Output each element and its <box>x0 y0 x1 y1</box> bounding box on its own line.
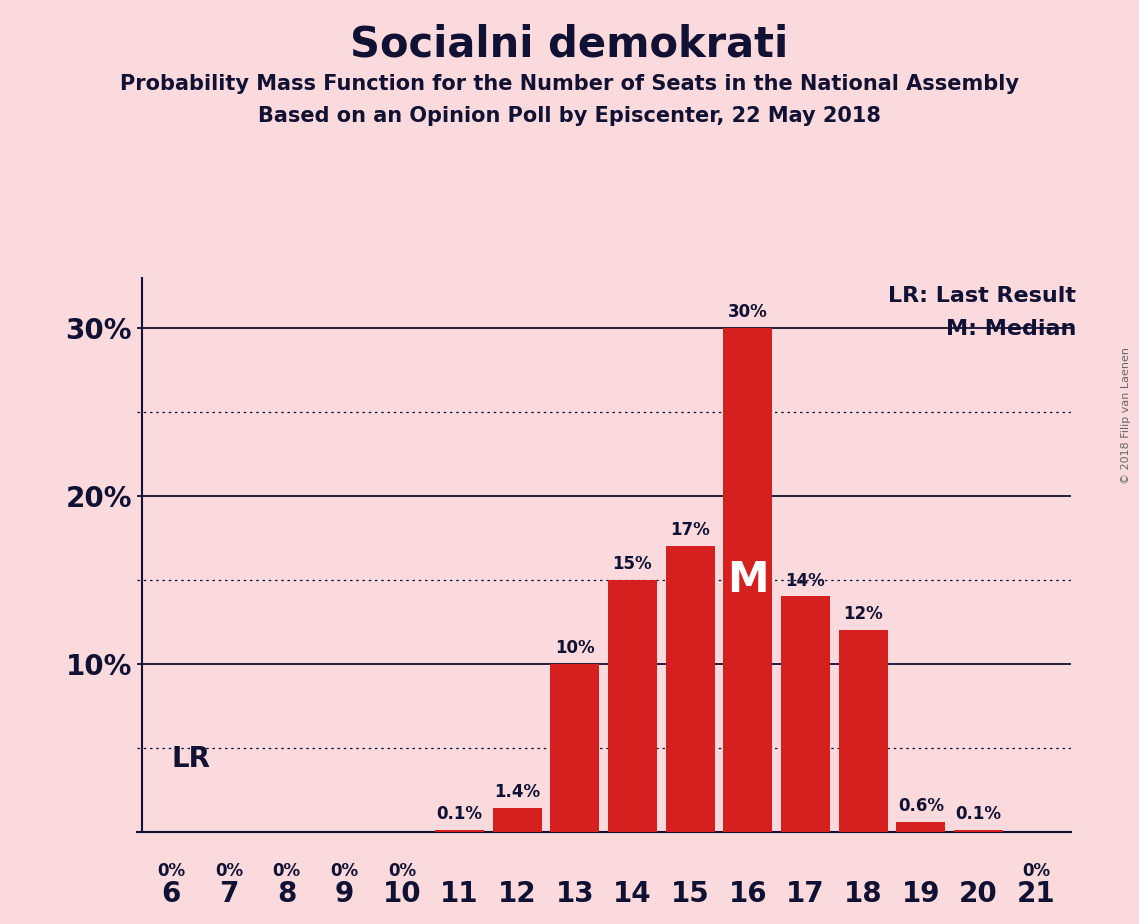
Text: 0%: 0% <box>272 862 301 880</box>
Text: LR: LR <box>171 745 211 772</box>
Text: Probability Mass Function for the Number of Seats in the National Assembly: Probability Mass Function for the Number… <box>120 74 1019 94</box>
Text: 10%: 10% <box>555 638 595 657</box>
Bar <box>896 821 945 832</box>
Text: M: Median: M: Median <box>947 319 1076 339</box>
Bar <box>608 579 657 832</box>
Text: 12%: 12% <box>843 605 883 624</box>
Bar <box>781 596 830 832</box>
Text: 0%: 0% <box>387 862 416 880</box>
Bar <box>435 830 484 832</box>
Bar <box>550 663 599 832</box>
Text: 0%: 0% <box>215 862 243 880</box>
Bar <box>723 328 772 832</box>
Text: 0.1%: 0.1% <box>956 805 1001 823</box>
Bar <box>838 630 887 832</box>
Text: 14%: 14% <box>786 572 826 590</box>
Bar <box>953 830 1003 832</box>
Text: Based on an Opinion Poll by Episcenter, 22 May 2018: Based on an Opinion Poll by Episcenter, … <box>259 106 880 127</box>
Text: 1.4%: 1.4% <box>494 784 540 801</box>
Text: 15%: 15% <box>613 555 653 573</box>
Text: 0%: 0% <box>330 862 359 880</box>
Text: Socialni demokrati: Socialni demokrati <box>351 23 788 65</box>
Text: 30%: 30% <box>728 303 768 321</box>
Text: LR: Last Result: LR: Last Result <box>888 286 1076 306</box>
Bar <box>665 546 714 832</box>
Text: 0%: 0% <box>1022 862 1050 880</box>
Text: 0.6%: 0.6% <box>898 796 944 815</box>
Text: 0.1%: 0.1% <box>436 805 483 823</box>
Text: M: M <box>727 559 769 601</box>
Text: 0%: 0% <box>157 862 186 880</box>
Text: © 2018 Filip van Laenen: © 2018 Filip van Laenen <box>1121 347 1131 484</box>
Text: 17%: 17% <box>670 521 710 540</box>
Bar <box>493 808 542 832</box>
